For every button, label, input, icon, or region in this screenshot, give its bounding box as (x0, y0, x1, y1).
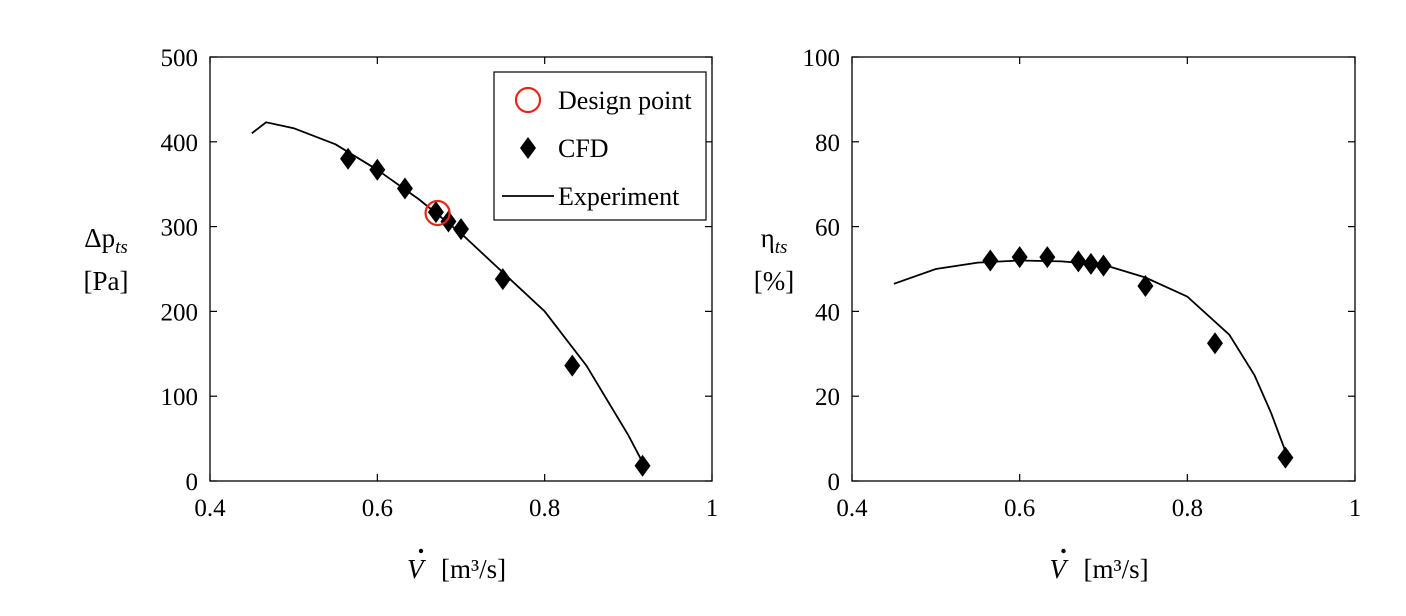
y-tick-label: 200 (161, 299, 199, 326)
legend-entry-label: Experiment (558, 182, 680, 211)
legend: Design point CFD Experiment (493, 71, 707, 221)
cfd-point (564, 354, 581, 377)
x-tick-label: 0.8 (1172, 495, 1203, 522)
x-tick-label: 1 (1349, 495, 1362, 522)
plot-frame (851, 56, 1356, 482)
y-axis-label-symbol: Δpts (84, 223, 128, 258)
cfd-point (440, 210, 457, 233)
cfd-point (369, 158, 386, 181)
x-tick-label: 0.4 (194, 495, 226, 522)
y-tick-label: 100 (803, 45, 841, 72)
y-tick-label: 80 (815, 130, 840, 157)
cfd-point (1070, 250, 1087, 273)
x-axis-label-symbol: V (407, 554, 427, 584)
y-tick-label: 20 (815, 384, 840, 411)
x-tick-label: 0.8 (529, 495, 560, 522)
experiment-line (893, 259, 1287, 452)
plot-frame (209, 56, 713, 482)
legend-entry-label: CFD (558, 134, 609, 163)
y-axis-label-symbol: ηts (761, 223, 788, 258)
cfd-point (1095, 254, 1112, 277)
cfd-point (1082, 252, 1099, 275)
x-axis-label-dot (418, 548, 424, 554)
cfd-point (427, 201, 444, 224)
efficiency-chart: 0.4 0.6 0.8 1 0 20 40 60 80 100 V [m³/s] ηts [%] (754, 45, 1361, 584)
x-axis-label-dot (1061, 548, 1066, 554)
cfd-point (634, 454, 651, 477)
x-tick-label: 0.6 (362, 495, 393, 522)
y-axis-label-unit: [%] (754, 266, 794, 296)
cfd-point (1039, 246, 1056, 269)
cfd-point (396, 177, 413, 200)
y-tick-label: 100 (161, 384, 199, 411)
x-tick-label: 0.6 (1004, 495, 1035, 522)
legend-cfd-marker (520, 137, 536, 159)
x-tick-label: 0.4 (836, 495, 868, 522)
x-axis-label-unit: [m³/s] (1084, 554, 1149, 584)
y-tick-label: 400 (161, 130, 199, 157)
y-axis-label-subscript: ts (775, 237, 788, 258)
cfd-point (1011, 246, 1028, 269)
y-tick-label: 500 (161, 45, 199, 72)
x-axis-label-unit: [m³/s] (441, 554, 506, 584)
x-axis-label-symbol: V (1050, 554, 1070, 584)
cfd-point (340, 147, 357, 170)
cfd-point (1206, 332, 1223, 355)
cfd-point (982, 249, 999, 272)
cfd-point (494, 268, 511, 291)
y-axis-label-subscript: ts (115, 237, 128, 258)
pressure-rise-chart: 0.4 0.6 0.8 1 0 100 200 300 400 500 V [m³/s] Δpts [Pa… (84, 45, 719, 584)
cfd-point (1137, 274, 1154, 297)
design-point (424, 199, 451, 227)
legend-design-point-marker (514, 86, 542, 114)
cfd-point (453, 218, 469, 241)
y-tick-label: 60 (815, 215, 840, 242)
y-tick-label: 0 (186, 469, 199, 496)
cfd-point (1277, 446, 1294, 469)
x-tick-label: 1 (706, 495, 719, 522)
legend-entry-label: Design point (558, 86, 692, 115)
y-tick-label: 300 (161, 215, 199, 242)
y-tick-label: 0 (828, 469, 841, 496)
y-tick-label: 40 (815, 299, 840, 326)
y-axis-label-unit: [Pa] (84, 266, 129, 296)
